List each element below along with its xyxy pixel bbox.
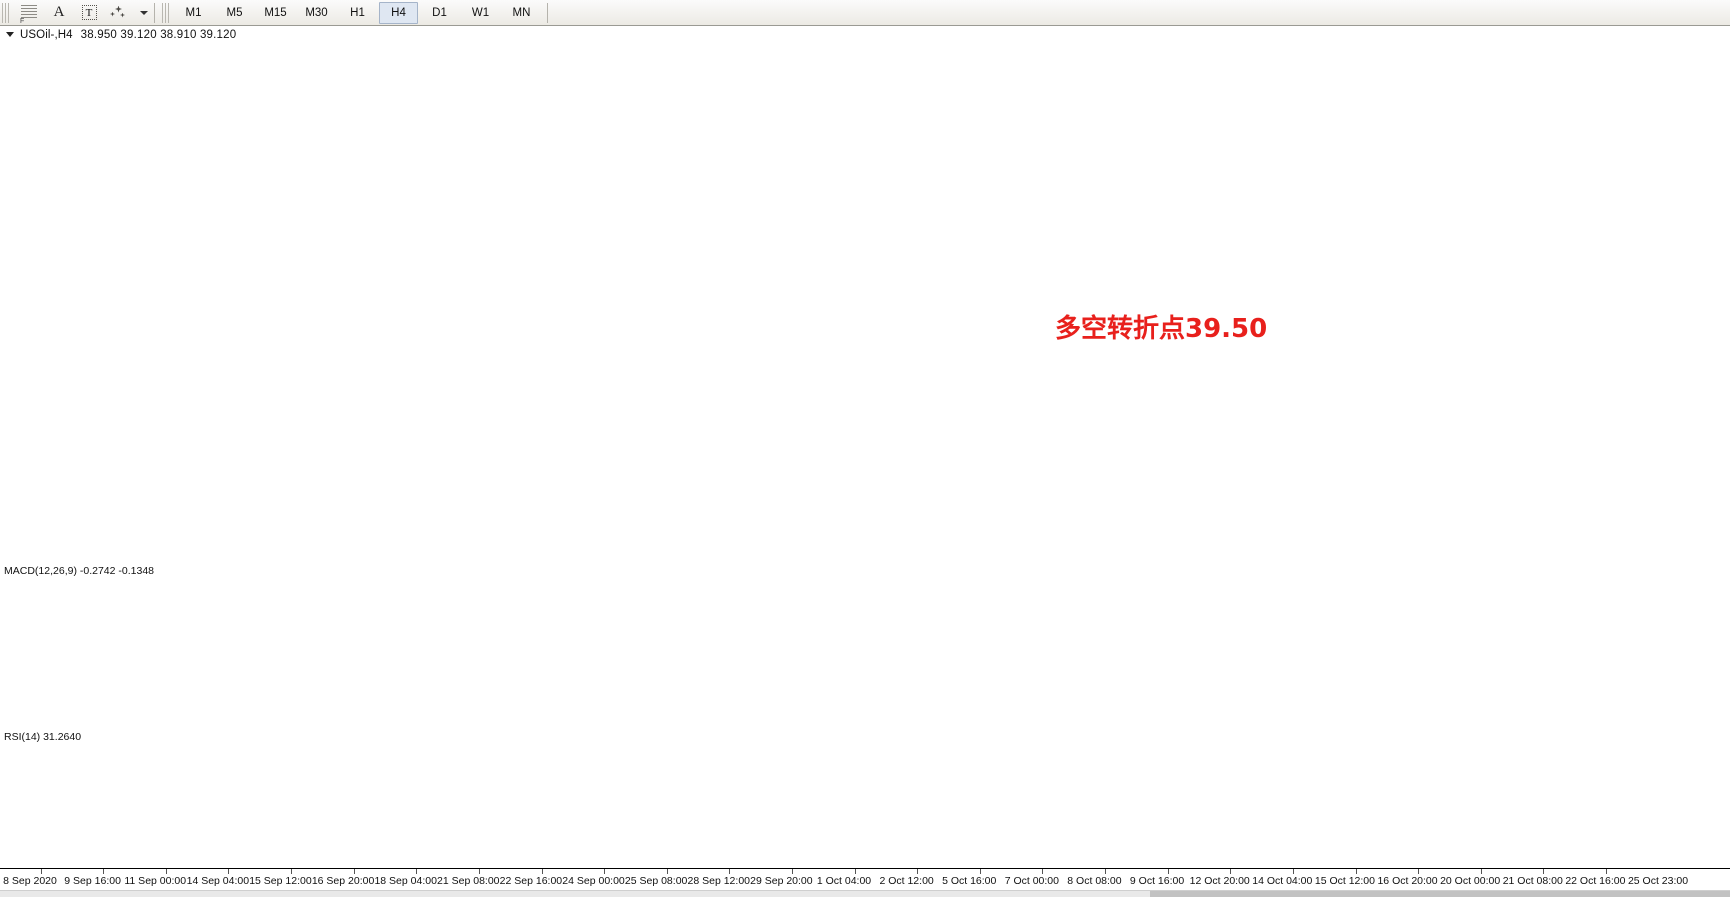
time-tick-mark (792, 869, 793, 874)
macd-label: MACD(12,26,9) -0.2742 -0.1348 (4, 565, 154, 577)
time-tick-label: 21 Sep 08:00 (437, 875, 500, 887)
time-tick-mark (604, 869, 606, 874)
time-tick-label: 14 Oct 04:00 (1252, 875, 1313, 887)
time-tick-label: 22 Oct 16:00 (1565, 875, 1626, 887)
grid-icon[interactable]: F (15, 2, 43, 25)
time-tick-label: 8 Oct 08:00 (1067, 875, 1122, 887)
time-tick-mark (1292, 869, 1294, 874)
timeframe-m15[interactable]: M15 (256, 2, 295, 24)
symbol-name: USOil-,H4 (20, 28, 73, 41)
time-tick-mark (1418, 869, 1420, 874)
time-tick-label: 15 Sep 12:00 (249, 875, 312, 887)
time-tick-mark (416, 869, 418, 874)
time-tick-mark (854, 869, 856, 874)
time-tick-label: 1 Oct 04:00 (816, 875, 872, 887)
toolbar-separator-2 (547, 2, 548, 23)
timeframe-label: D1 (432, 6, 447, 19)
symbol-ohlc: 38.950 39.120 38.910 39.120 (80, 28, 237, 41)
symbol-collapse-icon[interactable] (6, 32, 14, 37)
chart-annotation[interactable]: 多空转折点39.50 (1055, 314, 1268, 344)
horizontal-scrollbar[interactable] (0, 890, 1730, 897)
symbol-bar: USOil-,H4 38.950 39.120 38.910 39.120 (0, 26, 1730, 43)
time-tick-label: 20 Oct 00:00 (1440, 875, 1501, 887)
time-tick-mark (1480, 869, 1482, 874)
time-tick-mark (478, 869, 480, 874)
time-tick-mark (103, 869, 105, 874)
text-tool-icon[interactable]: A (53, 4, 65, 20)
time-tick-mark (228, 869, 230, 874)
toolbar-separator (154, 2, 155, 23)
time-tick-label: 18 Sep 04:00 (374, 875, 437, 887)
scrollbar-thumb[interactable] (1150, 891, 1730, 897)
objects-glyph (110, 5, 128, 20)
time-tick-mark (979, 869, 981, 874)
time-tick-mark (666, 869, 668, 874)
text-box-glyph: T (81, 5, 97, 20)
time-tick-mark (917, 869, 919, 874)
timeframe-h4[interactable]: H4 (379, 1, 418, 24)
time-tick-label: 24 Sep 00:00 (562, 875, 625, 887)
time-tick-label: 5 Oct 16:00 (942, 875, 997, 887)
timeframe-m30[interactable]: M30 (297, 2, 336, 24)
time-tick-label: 29 Sep 20:00 (750, 875, 813, 887)
time-tick-label: 9 Oct 16:00 (1129, 875, 1185, 887)
time-tick-label: 2 Oct 12:00 (879, 875, 934, 887)
time-tick-mark (1543, 869, 1545, 874)
time-tick-label: 11 Sep 00:00 (124, 875, 187, 887)
time-tick-mark (1105, 869, 1107, 874)
time-tick-mark (1606, 869, 1607, 874)
time-tick-label: 7 Oct 00:00 (1004, 875, 1059, 887)
timeframe-drag-handle[interactable] (162, 2, 170, 23)
toolbar: F A T M1 M5 M15 M30 H1 H4 D1 W1 MN (0, 0, 1730, 26)
timeframe-label: M15 (264, 6, 287, 19)
chevron-down-glyph (139, 10, 148, 15)
time-tick-mark (291, 869, 293, 874)
timeframe-m5[interactable]: M5 (215, 2, 254, 24)
timeframe-label: M30 (305, 6, 328, 19)
time-tick-label: 25 Oct 23:00 (1627, 875, 1689, 887)
timeframe-w1[interactable]: W1 (461, 2, 500, 24)
text-box-icon[interactable]: T (75, 2, 103, 24)
time-tick-label: 16 Sep 20:00 (311, 875, 375, 887)
time-tick-mark (1042, 869, 1044, 874)
timeframe-d1[interactable]: D1 (420, 2, 459, 24)
time-tick-label: 21 Oct 08:00 (1502, 875, 1563, 887)
time-tick-label: 16 Oct 20:00 (1377, 875, 1438, 887)
chevron-down-icon[interactable] (135, 2, 149, 24)
timeframe-group: M1 M5 M15 M30 H1 H4 D1 W1 MN (173, 1, 542, 24)
timeframe-label: M1 (185, 6, 202, 19)
timeframe-label: M5 (226, 6, 243, 19)
time-tick-label: 14 Sep 04:00 (186, 875, 250, 887)
time-tick-label: 25 Sep 08:00 (624, 875, 688, 887)
objects-icon[interactable] (105, 2, 133, 24)
rsi-label: RSI(14) 31.2640 (4, 731, 82, 743)
time-tick-label: 28 Sep 12:00 (687, 875, 751, 887)
timeframe-h1[interactable]: H1 (338, 2, 377, 24)
timeframe-m1[interactable]: M1 (174, 2, 213, 24)
timeframe-label: H1 (350, 6, 365, 19)
time-tick-label: 15 Oct 12:00 (1314, 875, 1375, 887)
time-tick-mark (353, 869, 355, 874)
toolbar-drag-handle[interactable] (2, 2, 10, 23)
time-tick-mark (541, 869, 543, 874)
time-tick-label: 12 Oct 20:00 (1189, 875, 1250, 887)
time-tick-label: 22 Sep 16:00 (499, 875, 563, 887)
time-tick-mark (165, 869, 167, 874)
time-tick-label: 9 Sep 16:00 (64, 875, 121, 887)
time-tick-mark (1230, 869, 1232, 874)
timeframe-mn[interactable]: MN (502, 2, 541, 24)
time-tick-mark (1355, 869, 1357, 874)
time-tick-mark (40, 869, 42, 874)
timeframe-label: W1 (471, 6, 490, 19)
grid-icon-label: F (20, 18, 25, 25)
time-tick-mark (729, 869, 731, 874)
time-tick-label: 8 Sep 2020 (3, 875, 57, 887)
timeframe-label: H4 (391, 6, 406, 19)
timeframe-label: MN (512, 6, 531, 19)
time-tick-mark (1167, 869, 1169, 874)
